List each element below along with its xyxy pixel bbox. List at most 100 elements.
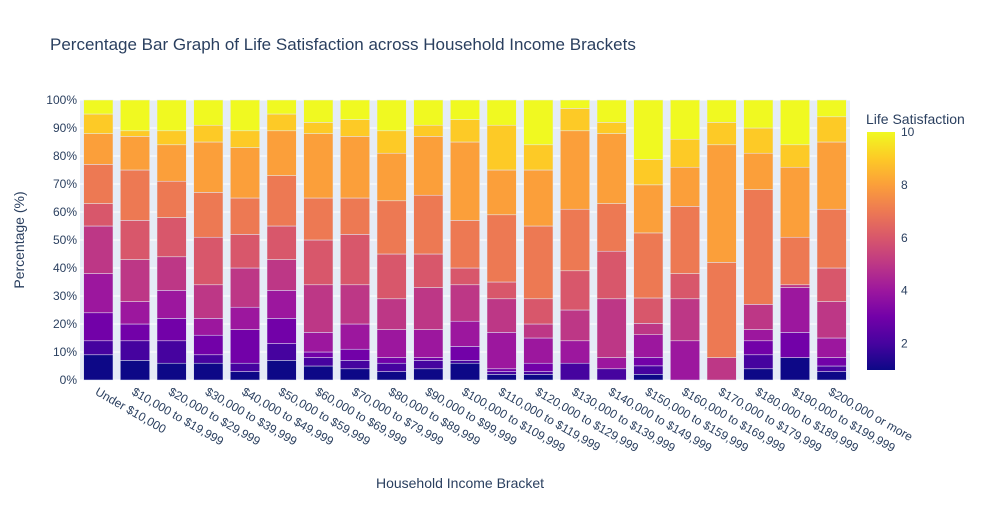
y-tick-label: 90% — [53, 121, 77, 135]
bar-segment — [156, 130, 187, 146]
bar-segment — [83, 354, 114, 381]
bar-segment — [376, 99, 407, 132]
bar-segment — [120, 340, 150, 361]
bar-segment — [670, 298, 700, 342]
colorbar-title: Life Satisfaction — [866, 111, 965, 127]
bar-segment — [193, 192, 224, 238]
bar-segment — [670, 206, 700, 274]
y-tick-label: 20% — [53, 317, 77, 331]
bar-segment — [450, 346, 480, 361]
bar-segment — [303, 239, 334, 286]
bar-segment — [743, 189, 774, 305]
bar-segment — [523, 298, 554, 325]
bar-segment — [193, 124, 224, 143]
bar-segment — [230, 306, 260, 330]
bar-segment — [266, 259, 297, 291]
bar-segment — [376, 329, 407, 358]
bar-segment — [193, 362, 224, 381]
bar-segment — [83, 273, 114, 314]
bar-segment — [523, 337, 554, 364]
bar-segment — [450, 141, 480, 221]
bar-segment — [523, 169, 554, 227]
bar-segment — [266, 113, 297, 132]
bar-segment — [303, 332, 334, 353]
bar-segment — [450, 320, 480, 347]
y-axis-title: Percentage (%) — [11, 191, 27, 288]
bar-segment — [816, 208, 847, 269]
bar-segment — [413, 136, 444, 196]
bar-segment — [816, 141, 847, 210]
bar-segment — [486, 368, 517, 372]
bar-segment — [743, 127, 774, 154]
bar-segment — [413, 99, 444, 126]
bar-segment — [156, 256, 187, 291]
bar-segment — [523, 225, 554, 300]
bar-segment — [486, 214, 517, 283]
colorbar-tick-label: 10 — [901, 125, 915, 139]
bar-segment — [376, 371, 407, 381]
bar-segment — [633, 357, 664, 367]
bar-segment — [340, 136, 370, 199]
bar-segment — [120, 259, 150, 302]
bar-segment — [413, 287, 444, 330]
bar-segment — [486, 124, 517, 171]
colorbar-tick-label: 6 — [901, 231, 908, 245]
bar-segment — [816, 371, 847, 381]
bar-segment — [670, 166, 700, 207]
bar-segment — [413, 357, 444, 361]
y-tick-label: 40% — [53, 261, 77, 275]
bar-segment — [486, 169, 517, 216]
bar-segment — [633, 99, 664, 160]
bar-segment — [193, 141, 224, 193]
bar-segment — [450, 267, 480, 286]
bar-segment — [486, 374, 517, 381]
bar-segment — [706, 99, 737, 123]
y-tick-label: 10% — [53, 345, 77, 359]
bar-segment — [303, 284, 334, 333]
colorbar-gradient — [867, 132, 895, 370]
bar-segment — [230, 329, 260, 364]
colorbar-tick-label: 2 — [901, 337, 908, 351]
bar-segment — [633, 323, 664, 335]
bar-segment — [670, 273, 700, 300]
bar-segment — [450, 99, 480, 120]
bar-segment — [596, 298, 627, 358]
bar-segment — [376, 200, 407, 255]
colorbar-ticks: 2 4 6 8 10 — [901, 125, 915, 351]
bar-segment — [120, 301, 150, 325]
bar-segment — [780, 166, 810, 238]
bar-segment — [303, 99, 334, 123]
bar-segment — [230, 147, 260, 199]
bar-segment — [83, 312, 114, 342]
bar-segment — [303, 365, 334, 381]
bar-segment — [266, 130, 297, 176]
bar-segment — [340, 284, 370, 325]
bar-segment — [230, 267, 260, 308]
bar-segment — [780, 99, 810, 146]
bar-segment — [450, 119, 480, 143]
bar-segment — [193, 236, 224, 286]
bar-segment — [303, 122, 334, 134]
bar-segment — [780, 332, 810, 358]
y-tick-label: 80% — [53, 149, 77, 163]
bar-segment — [193, 354, 224, 364]
bar-segment — [376, 152, 407, 202]
bar-segment — [560, 99, 590, 109]
bar-segment — [523, 371, 554, 375]
bar-segment — [670, 340, 700, 381]
bar-segment — [376, 298, 407, 330]
bar-segment — [303, 357, 334, 367]
bar-segment — [340, 360, 370, 370]
bar-segment — [193, 334, 224, 356]
bar-segment — [230, 362, 260, 372]
bar-segment — [816, 267, 847, 302]
bar-segment — [156, 217, 187, 258]
bar-segment — [523, 374, 554, 381]
bar-segment — [780, 236, 810, 286]
bar-segment — [193, 284, 224, 319]
colorbar-tick-label: 8 — [901, 178, 908, 192]
bar-segment — [413, 360, 444, 370]
bar-segment — [83, 113, 114, 134]
bar-segment — [560, 270, 590, 311]
